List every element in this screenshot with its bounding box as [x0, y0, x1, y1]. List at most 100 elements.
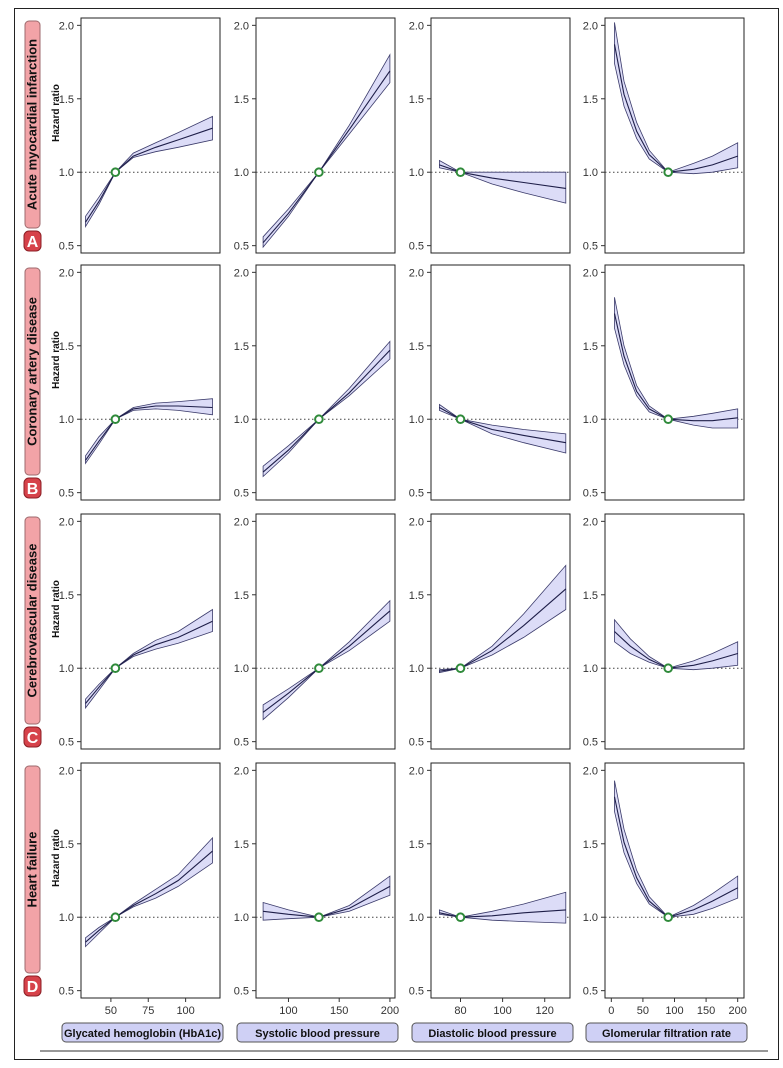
- y-tick-label: 2.0: [409, 20, 424, 32]
- y-tick-label: 0.5: [409, 241, 424, 253]
- panel-frame: [430, 513, 571, 750]
- panel-frame: [604, 513, 745, 750]
- y-tick-label: 1.5: [59, 94, 74, 106]
- y-axis-label: Hazard ratio: [51, 84, 62, 142]
- confidence-band: [262, 875, 391, 921]
- y-tick-label: 1.5: [409, 94, 424, 106]
- x-tick-label: 75: [142, 1005, 154, 1017]
- reference-point: [455, 912, 466, 923]
- x-axis-label: Glomerular filtration rate: [602, 1028, 731, 1040]
- y-tick-label: 2.0: [583, 765, 598, 777]
- y-tick-label: 1.5: [409, 839, 424, 851]
- y-tick-label: 1.0: [583, 912, 598, 924]
- row-title: Acute myocardial infarction: [25, 39, 40, 210]
- y-tick-label: 0.5: [583, 241, 598, 253]
- reference-point: [110, 414, 121, 425]
- panel-frame: [430, 264, 571, 501]
- y-tick-label: 2.0: [409, 516, 424, 528]
- x-tick-label: 100: [493, 1005, 511, 1017]
- x-axis-label-box: [585, 1022, 748, 1043]
- hazard-ratio-line: [613, 44, 738, 173]
- x-tick-label: 150: [697, 1005, 715, 1017]
- hazard-ratio-line: [85, 850, 213, 943]
- y-tick-label: 2.0: [234, 765, 249, 777]
- x-tick-label: 200: [729, 1005, 747, 1017]
- y-tick-label: 1.0: [409, 912, 424, 924]
- panel-frame: [255, 264, 396, 501]
- hazard-panel: 2.0 1.5 1.0 0.5: [583, 513, 745, 750]
- hazard-panel: 2.0 1.5 1.0 0.5 50 75 100: [59, 762, 221, 1017]
- y-tick-label: 1.5: [59, 341, 74, 353]
- y-tick-label: 0.5: [583, 488, 598, 500]
- y-tick-label: 1.5: [234, 590, 249, 602]
- row-letter: D: [27, 979, 39, 996]
- panel-frame: [604, 762, 745, 999]
- hazard-panel: 2.0 1.5 1.0 0.5: [234, 513, 396, 750]
- y-tick-label: 1.5: [583, 590, 598, 602]
- panel-frame: [430, 762, 571, 999]
- y-tick-label: 2.0: [583, 516, 598, 528]
- reference-point: [455, 663, 466, 674]
- hazard-panel: 2.0 1.5 1.0 0.5: [59, 17, 221, 254]
- y-tick-label: 2.0: [59, 765, 74, 777]
- confidence-band: [262, 340, 391, 478]
- x-tick-label: 100: [176, 1005, 194, 1017]
- y-tick-label: 1.0: [409, 167, 424, 179]
- row-letter: B: [27, 481, 39, 498]
- y-tick-label: 1.0: [583, 663, 598, 675]
- reference-point: [110, 663, 121, 674]
- reference-point: [663, 912, 673, 923]
- y-tick-label: 1.0: [583, 414, 598, 426]
- y-tick-label: 1.0: [59, 912, 74, 924]
- confidence-band: [85, 115, 213, 229]
- hazard-panel: 2.0 1.5 1.0 0.5: [234, 264, 396, 501]
- hazard-panel: 2.0 1.5 1.0 0.5 0 50 100 150 200: [583, 762, 747, 1017]
- x-tick-label: 0: [608, 1005, 614, 1017]
- y-tick-label: 0.5: [409, 488, 424, 500]
- y-tick-label: 1.5: [409, 590, 424, 602]
- panel-frame: [604, 264, 745, 501]
- row-label-strip: [24, 765, 41, 974]
- reference-point: [314, 167, 324, 178]
- confidence-band: [614, 297, 739, 429]
- y-tick-label: 1.5: [234, 839, 249, 851]
- panel-frame: [255, 762, 396, 999]
- panel-frame: [430, 17, 571, 254]
- panel-frame: [80, 264, 221, 501]
- y-tick-label: 0.5: [234, 241, 249, 253]
- y-tick-label: 0.5: [59, 737, 74, 749]
- y-tick-label: 2.0: [583, 267, 598, 279]
- reference-point: [455, 414, 466, 425]
- confidence-band: [439, 403, 567, 454]
- y-tick-label: 1.5: [583, 839, 598, 851]
- y-tick-label: 0.5: [59, 488, 74, 500]
- reference-point: [110, 167, 121, 178]
- hazard-panel: 2.0 1.5 1.0 0.5: [59, 513, 221, 750]
- reference-point: [663, 414, 673, 425]
- reference-point: [314, 663, 324, 674]
- x-axis-label: Glycated hemoglobin (HbA1c): [64, 1028, 221, 1040]
- x-tick-label: 100: [279, 1005, 297, 1017]
- y-tick-label: 1.0: [234, 167, 249, 179]
- y-tick-label: 1.0: [583, 167, 598, 179]
- row-title: Cerebrovascular disease: [25, 544, 40, 698]
- y-tick-label: 0.5: [234, 488, 249, 500]
- hazard-ratio-line: [439, 909, 566, 918]
- row-letter-badge: [23, 726, 42, 748]
- y-tick-label: 0.5: [583, 737, 598, 749]
- panel-frame: [604, 17, 745, 254]
- y-tick-label: 1.0: [234, 912, 249, 924]
- y-tick-label: 1.5: [583, 94, 598, 106]
- row-title: Heart failure: [25, 832, 40, 908]
- y-tick-label: 0.5: [234, 986, 249, 998]
- x-tick-label: 100: [665, 1005, 683, 1017]
- confidence-band: [614, 780, 739, 918]
- y-tick-label: 2.0: [59, 516, 74, 528]
- panel-frame: [80, 762, 221, 999]
- y-tick-label: 0.5: [409, 986, 424, 998]
- confidence-band: [614, 22, 739, 175]
- figure-frame: [14, 8, 779, 1060]
- y-tick-label: 0.5: [234, 737, 249, 749]
- y-tick-label: 1.5: [59, 839, 74, 851]
